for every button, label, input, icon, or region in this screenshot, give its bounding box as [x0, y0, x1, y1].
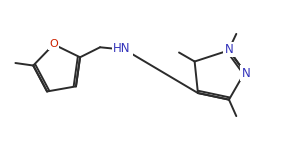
Text: N: N [225, 43, 233, 56]
Text: HN: HN [113, 42, 131, 55]
Text: N: N [241, 67, 250, 80]
Text: O: O [49, 39, 58, 49]
